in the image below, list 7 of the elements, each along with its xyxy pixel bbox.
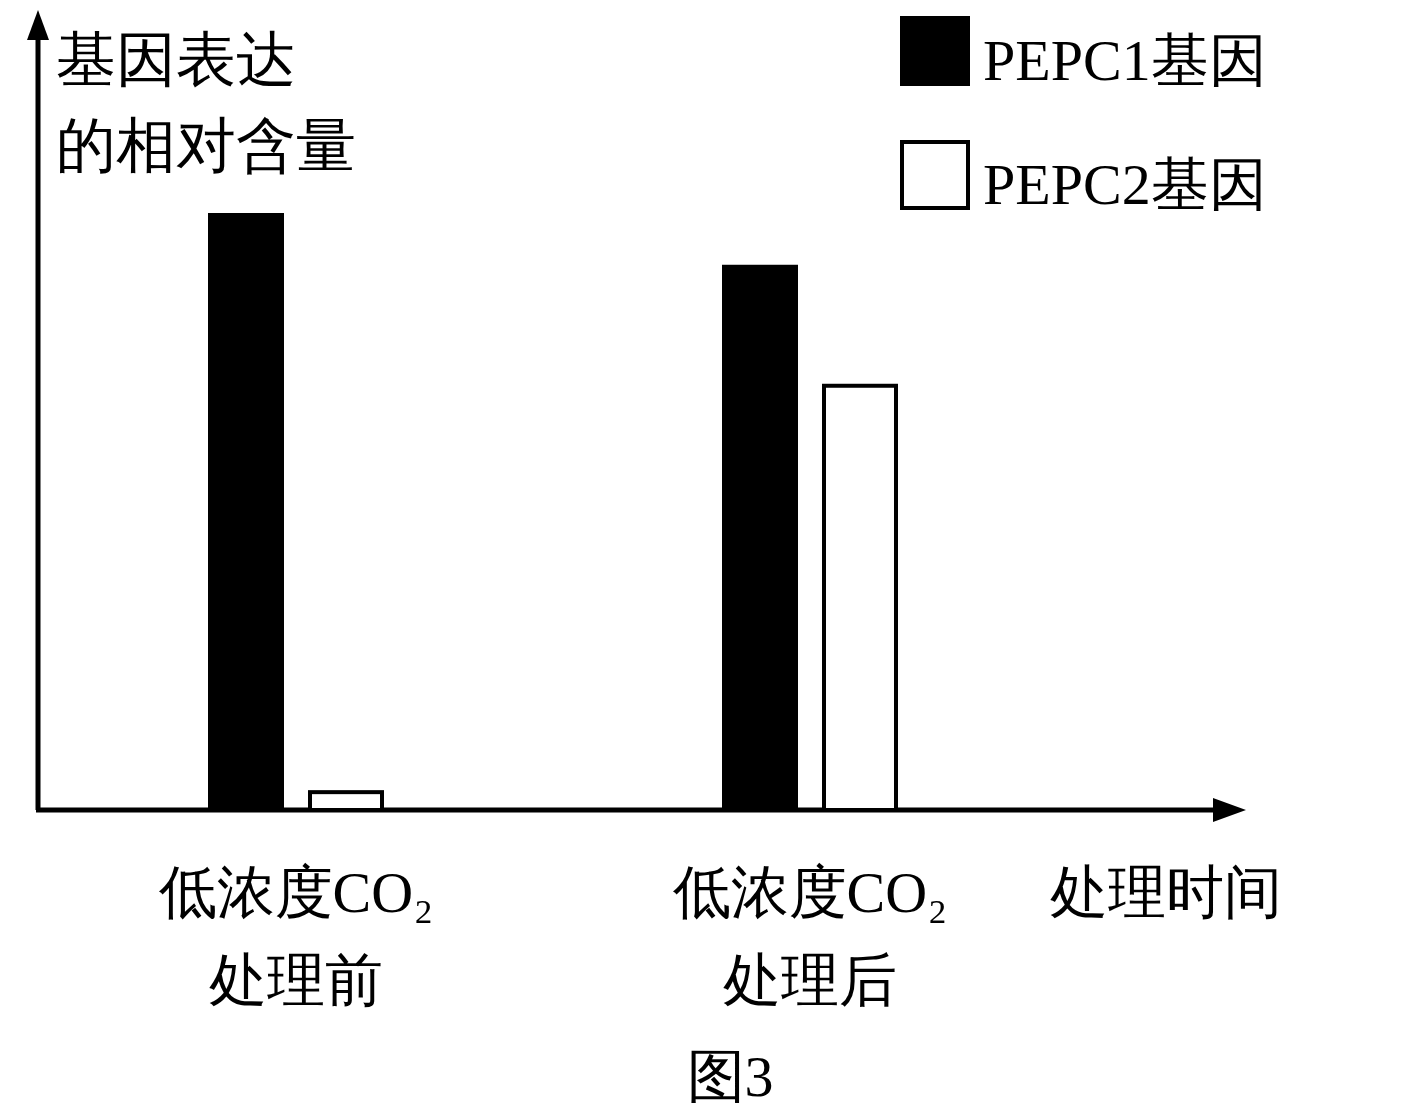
y-axis-title: 基因表达的相对含量 xyxy=(56,27,356,179)
x-axis-title: 处理时间 xyxy=(1050,860,1282,925)
caption: 图3 xyxy=(686,1044,774,1109)
legend-label: PEPC2基因 xyxy=(983,152,1267,217)
legend-label: PEPC1基因 xyxy=(983,28,1267,93)
x-tick-label: 低浓度CO₂ 处理后 xyxy=(672,860,948,1013)
x-tick-label: 低浓度CO₂ 处理前 xyxy=(158,860,434,1013)
